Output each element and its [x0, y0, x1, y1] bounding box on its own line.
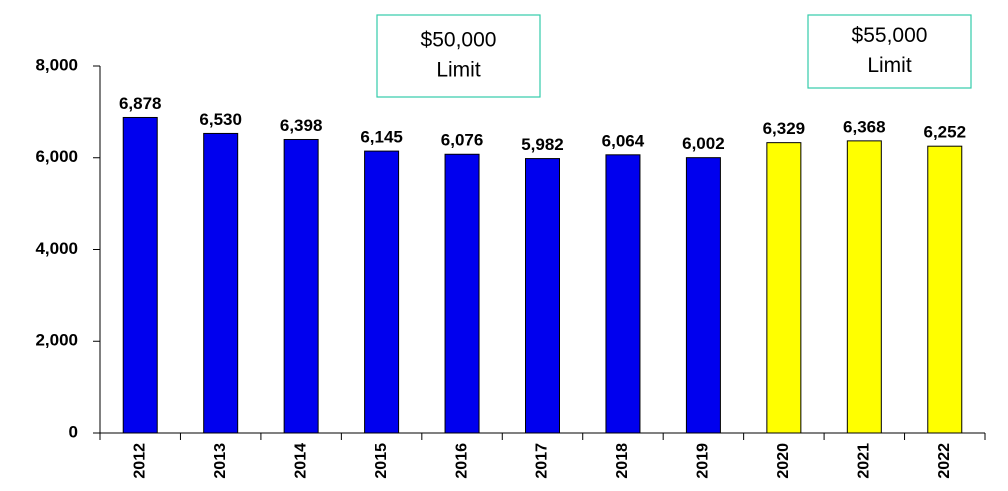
annotation-box: [807, 14, 972, 89]
annotation-box: [376, 14, 541, 98]
bar: [203, 132, 239, 434]
value-label: 6,530: [199, 110, 242, 129]
y-tick-label: 6,000: [35, 147, 78, 166]
annotation: $55,000: [852, 24, 928, 47]
x-tick-label: 2014: [292, 443, 309, 479]
x-tick-label: 2012: [131, 443, 148, 479]
annotation: Limit: [436, 59, 481, 82]
y-tick-label: 8,000: [35, 55, 78, 74]
bar: [605, 154, 641, 434]
value-label: 6,145: [360, 128, 403, 147]
annotation: $50,000: [421, 29, 497, 52]
x-tick-label: 2021: [856, 443, 873, 479]
bar: [364, 150, 400, 434]
annotation: Limit: [867, 54, 912, 77]
value-label: 6,368: [843, 117, 886, 136]
y-tick-label: 2,000: [35, 331, 78, 350]
value-label: 6,329: [763, 119, 806, 138]
value-label: 6,878: [119, 94, 162, 113]
bar: [525, 158, 560, 434]
bar: [927, 145, 963, 434]
bar: [283, 138, 319, 434]
value-label: 6,252: [923, 123, 966, 142]
bar: [846, 140, 882, 434]
x-tick-label: 2015: [373, 443, 390, 479]
value-label: 6,076: [441, 131, 484, 150]
value-label: 6,398: [280, 116, 323, 135]
bar: [685, 157, 721, 434]
value-label: 5,982: [521, 135, 564, 154]
bar: [122, 116, 158, 434]
x-tick-label: 2022: [936, 443, 953, 479]
y-tick-label: 4,000: [35, 239, 78, 258]
bar: [766, 142, 802, 434]
x-tick-label: 2019: [695, 443, 712, 479]
bar: [444, 153, 480, 434]
value-label: 6,002: [682, 134, 725, 153]
y-tick-label: 0: [69, 422, 78, 441]
x-tick-label: 2020: [775, 443, 792, 479]
x-tick-label: 2017: [534, 443, 551, 479]
x-tick-label: 2013: [212, 443, 229, 479]
x-tick-label: 2018: [614, 443, 631, 479]
value-label: 6,064: [602, 131, 645, 150]
x-tick-label: 2016: [453, 443, 470, 479]
